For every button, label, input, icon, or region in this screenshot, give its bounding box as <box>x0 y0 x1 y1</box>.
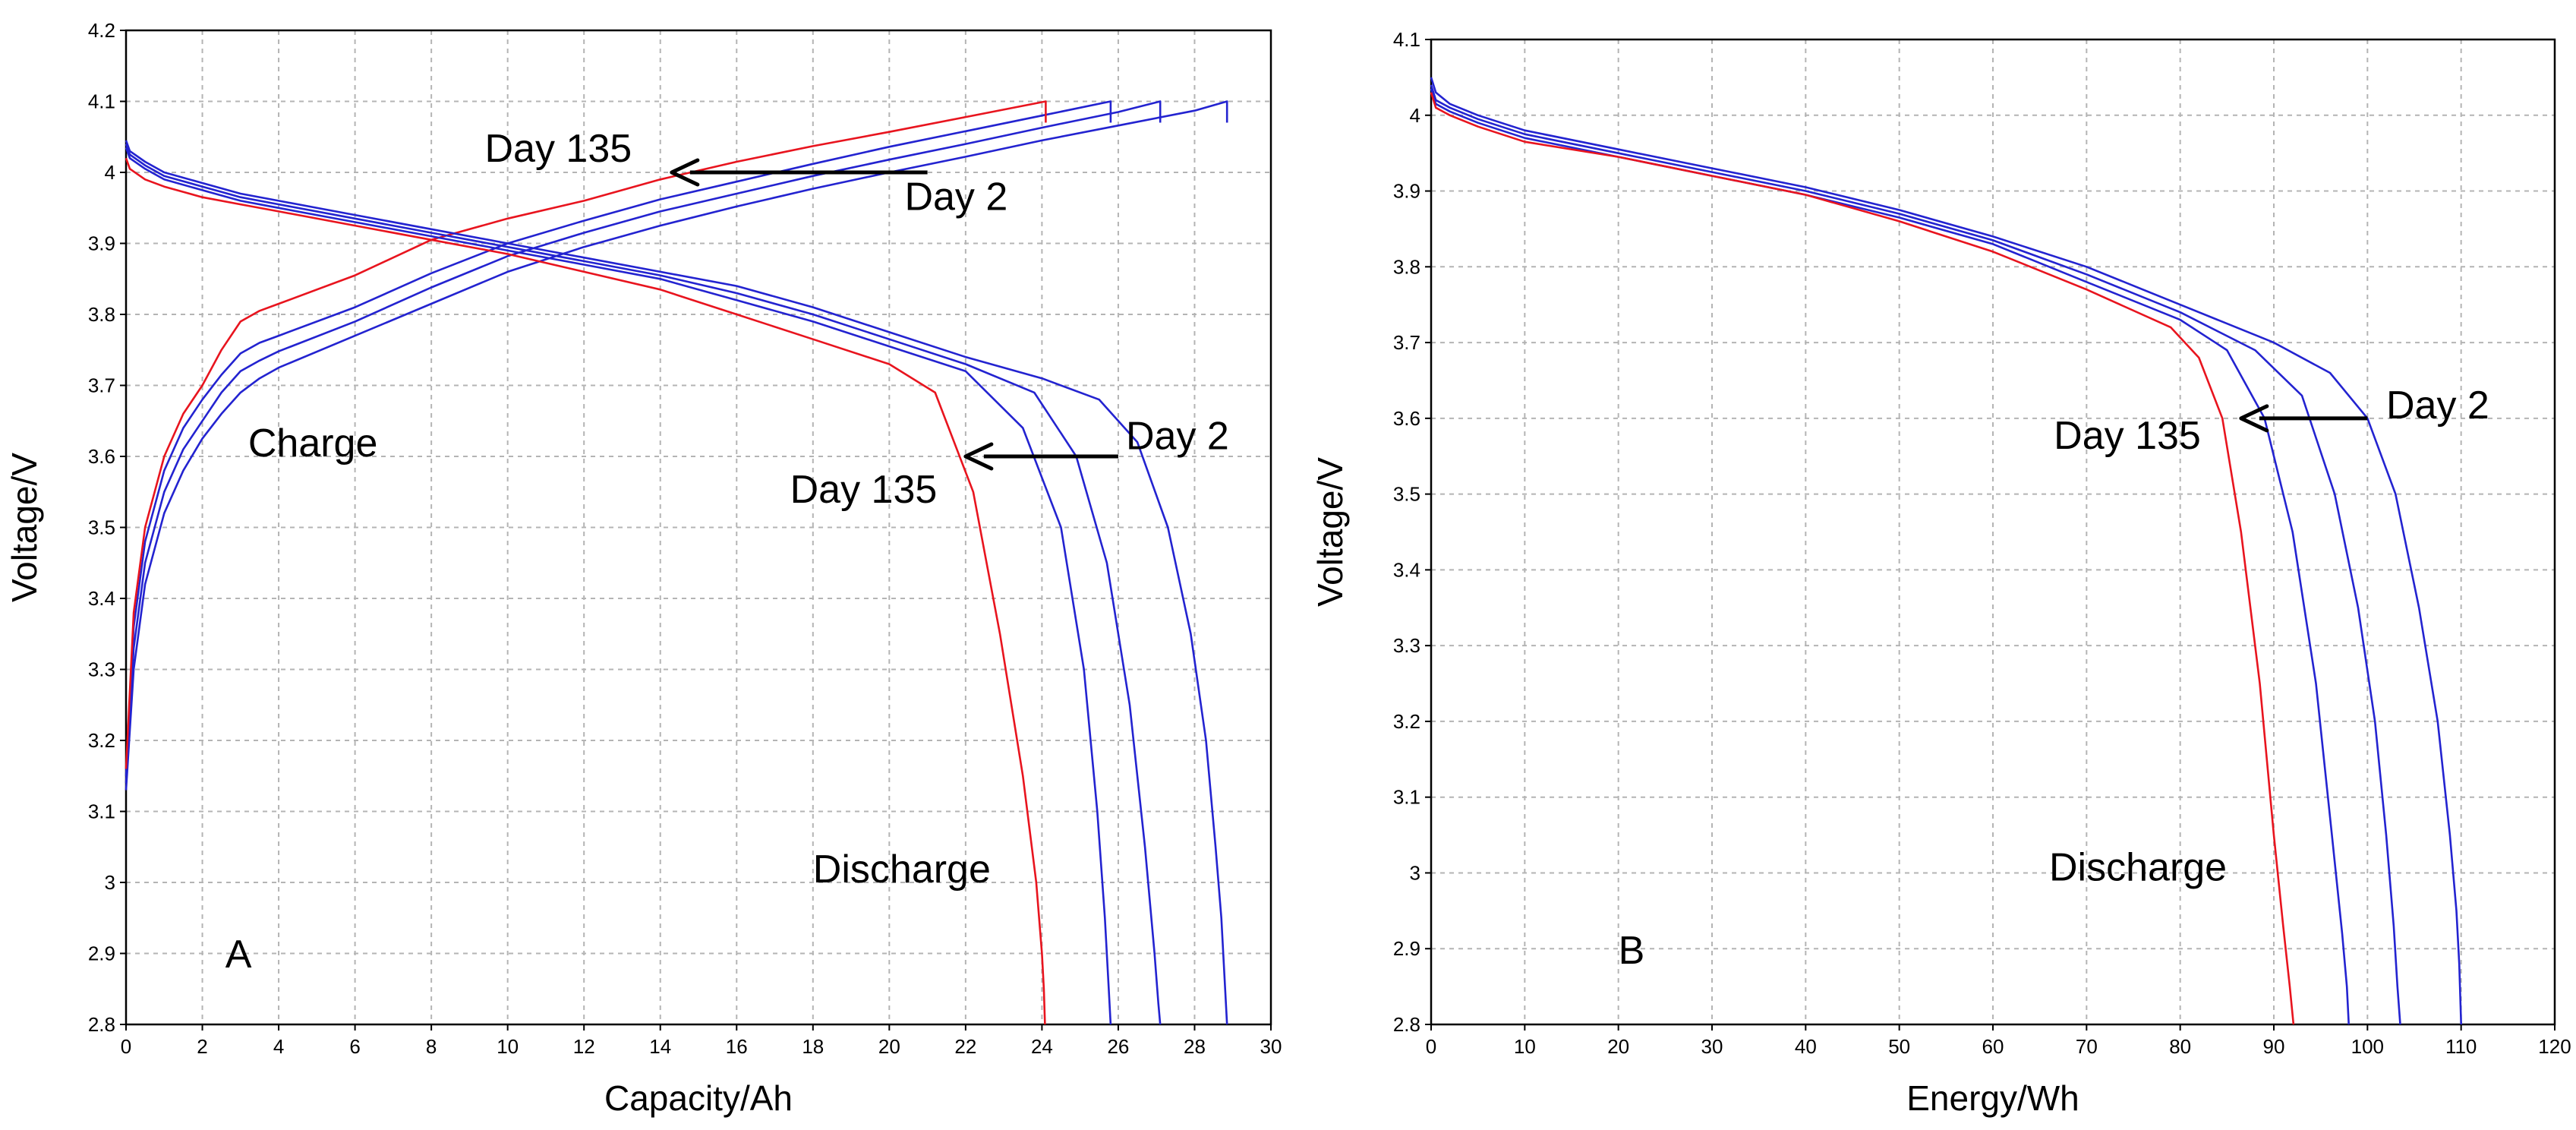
x-tick-label: 0 <box>121 1035 131 1058</box>
y-tick-label: 3 <box>1410 861 1420 884</box>
arrow-head <box>2239 404 2269 433</box>
x-tick-label: 4 <box>273 1035 284 1058</box>
y-tick-label: 3.3 <box>88 658 115 681</box>
y-tick-label: 3.7 <box>1393 331 1420 354</box>
series-line-7 <box>125 147 1112 1025</box>
y-tick-label: 3.2 <box>88 729 115 752</box>
y-tick-label: 3.4 <box>1393 558 1420 581</box>
annotation-label: Day 2 <box>904 175 1007 219</box>
x-tick-label: 18 <box>802 1035 824 1058</box>
y-tick-label: 3.1 <box>88 800 115 823</box>
annotation-label: B <box>1619 929 1645 973</box>
x-tick-label: 40 <box>1795 1035 1817 1058</box>
y-axis-label: Voltage/V <box>5 453 44 602</box>
x-tick-label: 110 <box>2445 1035 2477 1058</box>
series-line-8 <box>125 157 1046 1025</box>
annotation-label: Day 135 <box>2054 414 2201 458</box>
x-tick-label: 2 <box>197 1035 207 1058</box>
x-tick-label: 80 <box>2169 1035 2191 1058</box>
y-tick-label: 4.1 <box>88 90 115 113</box>
plot-area-frame <box>1430 38 2556 1026</box>
x-tick-label: 90 <box>2263 1035 2285 1058</box>
x-tick-label: 24 <box>1031 1035 1053 1058</box>
annotation-label: Day 135 <box>790 468 938 512</box>
y-tick-label: 4.1 <box>1393 28 1420 51</box>
y-tick-label: 3 <box>105 871 115 894</box>
x-tick-label: 10 <box>497 1035 519 1058</box>
annotation-label: Day 2 <box>2386 384 2489 428</box>
annotation-label: Discharge <box>2049 845 2227 889</box>
annotation-label: Day 2 <box>1126 415 1229 459</box>
annotation-label: A <box>225 933 252 977</box>
y-tick-label: 3.9 <box>88 232 115 255</box>
x-tick-label: 6 <box>349 1035 360 1058</box>
y-tick-label: 3.3 <box>1393 634 1420 657</box>
x-tick-label: 0 <box>1426 1035 1436 1058</box>
x-tick-label: 20 <box>878 1035 900 1058</box>
y-tick-label: 2.8 <box>88 1013 115 1036</box>
x-tick-label: 70 <box>2076 1035 2098 1058</box>
x-tick-label: 28 <box>1184 1035 1206 1058</box>
y-tick-label: 2.9 <box>1393 937 1420 960</box>
y-tick-label: 2.8 <box>1393 1013 1420 1036</box>
series-line-4 <box>125 100 1047 769</box>
x-tick-label: 30 <box>1701 1035 1723 1058</box>
x-tick-label: 100 <box>2351 1035 2384 1058</box>
chart-panel-b: 0 10 20 30 40 50 60 70 80 90 100 110 120 2.8 2.9 3 3.1 3.… <box>1310 28 2571 1118</box>
y-tick-label: 3.6 <box>88 445 115 468</box>
x-tick-label: 30 <box>1260 1035 1282 1058</box>
annotation-label: Discharge <box>813 848 991 892</box>
y-tick-label: 2.9 <box>88 942 115 965</box>
y-tick-label: 4 <box>1410 104 1420 127</box>
series-line-5 <box>125 140 1228 1025</box>
series-line-4 <box>1430 92 2295 1025</box>
series-line-2 <box>125 100 1162 784</box>
series-line-1 <box>125 100 1228 791</box>
plot-area-frame <box>125 29 1272 1026</box>
x-tick-label: 8 <box>426 1035 437 1058</box>
x-tick-label: 16 <box>726 1035 748 1058</box>
arrow-head <box>963 442 994 471</box>
y-tick-label: 4 <box>105 161 115 184</box>
y-tick-label: 3.9 <box>1393 180 1420 203</box>
x-tick-label: 60 <box>1982 1035 2004 1058</box>
y-tick-label: 3.1 <box>1393 786 1420 809</box>
y-tick-label: 4.2 <box>88 19 115 42</box>
arrow-head <box>670 158 700 187</box>
series-line-3 <box>1430 88 2350 1025</box>
x-axis-label: Energy/Wh <box>1906 1078 2079 1118</box>
chart-panel-a: 0 2 4 6 8 10 12 14 16 18 20 22 24 26 28 302.82.933.13.2… <box>5 19 1282 1118</box>
series-line-1 <box>1430 77 2462 1025</box>
y-axis-label: Voltage/V <box>1310 457 1350 607</box>
x-tick-label: 120 <box>2538 1035 2571 1058</box>
x-tick-label: 50 <box>1888 1035 1910 1058</box>
x-tick-label: 14 <box>649 1035 671 1058</box>
y-tick-label: 3.7 <box>88 374 115 397</box>
x-tick-label: 12 <box>573 1035 595 1058</box>
x-tick-label: 10 <box>1514 1035 1536 1058</box>
y-tick-label: 3.5 <box>1393 483 1420 506</box>
y-tick-label: 3.8 <box>88 303 115 326</box>
y-tick-label: 3.5 <box>88 516 115 539</box>
y-tick-label: 3.8 <box>1393 255 1420 278</box>
x-tick-label: 22 <box>954 1035 976 1058</box>
x-axis-label: Capacity/Ah <box>604 1078 793 1118</box>
annotation-label: Charge <box>248 421 378 466</box>
x-tick-label: 26 <box>1107 1035 1129 1058</box>
annotation-label: Day 135 <box>485 127 632 171</box>
y-tick-label: 3.2 <box>1393 710 1420 733</box>
y-tick-label: 3.6 <box>1393 407 1420 430</box>
y-tick-label: 3.4 <box>88 587 115 610</box>
x-tick-label: 20 <box>1607 1035 1629 1058</box>
series-line-2 <box>1430 84 2401 1025</box>
series-line-6 <box>125 144 1162 1025</box>
series-line-3 <box>125 100 1112 776</box>
